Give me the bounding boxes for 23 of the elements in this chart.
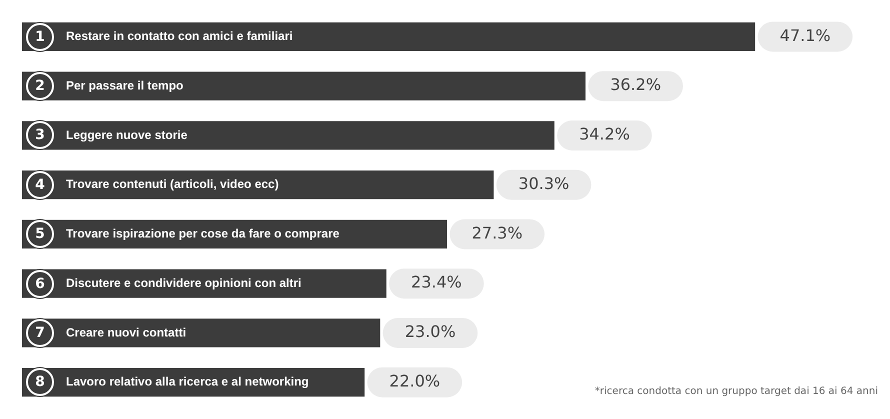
bar <box>22 121 554 150</box>
bar <box>22 22 756 52</box>
bar <box>22 72 586 100</box>
data-label: 34.2% <box>579 124 630 144</box>
bar <box>22 170 494 200</box>
y-tick-label: Leggere nuove storie <box>66 128 188 142</box>
data-label: 30.3% <box>518 174 570 193</box>
y-tick-label: Discutere e condividere opinioni con altri <box>66 276 302 290</box>
data-label: 47.1% <box>780 26 831 45</box>
y-tick-label: Restare in contatto con amici e familiari <box>66 29 293 43</box>
data-label: 23.4% <box>411 272 462 292</box>
y-tick-label: Creare nuovi contatti <box>66 325 186 340</box>
bar <box>22 318 380 348</box>
data-label: 27.3% <box>472 223 523 242</box>
y-tick-label: Per passare il tempo <box>66 78 184 92</box>
bar <box>22 269 386 298</box>
y-tick-label: Trovare contenuti (articoli, video ecc) <box>66 177 279 192</box>
data-label: 36.2% <box>610 75 662 94</box>
data-label: 23.0% <box>404 322 456 342</box>
y-tick-label: Trovare ispirazione per cose da fare o comprare <box>66 226 340 240</box>
annotation: *ricerca condotta con un gruppo target dai 16 ai 64 anni <box>594 386 878 397</box>
y-tick-label: Lavoro relativo alla ricerca e al networking <box>66 374 309 389</box>
data-label: 22.0% <box>389 371 440 390</box>
